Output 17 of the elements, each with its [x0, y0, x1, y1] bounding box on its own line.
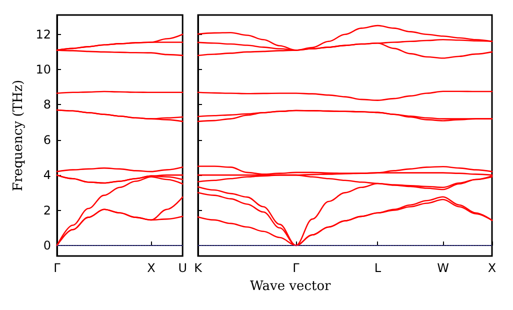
y-tick-label: 0 [43, 238, 51, 252]
x-tick-label: X [488, 261, 496, 275]
x-tick-label: W [437, 261, 450, 275]
x-tick-label: X [147, 261, 156, 275]
y-axis-title: Frequency (THz) [10, 80, 26, 192]
y-tick-label: 8 [43, 98, 51, 112]
y-tick-label: 2 [43, 203, 51, 218]
y-tick-label: 4 [43, 168, 51, 182]
y-tick-label: 6 [43, 132, 51, 147]
y-tick-label: 10 [36, 62, 51, 77]
x-tick-label: L [374, 261, 382, 275]
x-tick-label: K [194, 261, 204, 275]
x-tick-label: Γ [292, 261, 300, 275]
x-tick-label: Γ [54, 261, 61, 275]
x-axis-title: Wave vector [250, 279, 332, 294]
x-tick-label: U [178, 261, 188, 275]
y-tick-label: 12 [36, 27, 51, 42]
